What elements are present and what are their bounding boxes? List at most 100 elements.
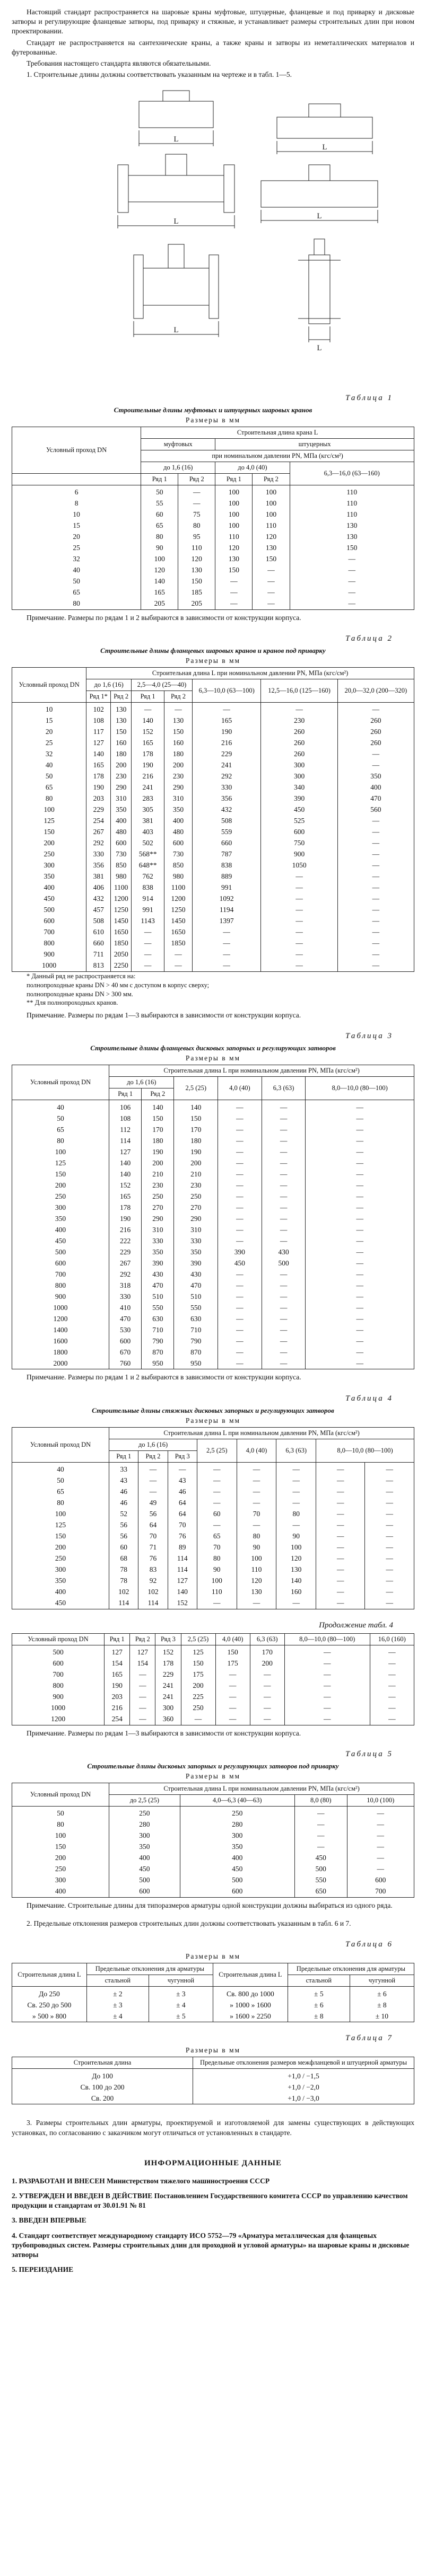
table-cell: —	[294, 1806, 347, 1819]
table-cell: 250	[109, 1806, 180, 1819]
table-cell: —	[364, 1519, 414, 1531]
table-cell: 350	[110, 804, 132, 816]
table-cell: ± 8	[349, 1999, 415, 2011]
table-cell: —	[236, 1475, 277, 1486]
table-cell: 450	[179, 1863, 295, 1875]
header-cell: 8,0—10,0 (80—100)	[284, 1633, 370, 1645]
table-cell: 390	[173, 1258, 219, 1269]
table-cell: 310	[141, 1224, 175, 1236]
table-row: 10 60 75 100 100 110	[11, 509, 414, 520]
table-row: 1000 216—300 250— — — —	[11, 1702, 415, 1714]
table: Условный проход DN Строительная длина L п…	[11, 667, 415, 972]
table-row: 600 154 154 178 150 175 200— —	[11, 1658, 415, 1669]
table-cell: —	[284, 1691, 370, 1703]
header-cell: 6,3 (63)	[249, 1633, 285, 1645]
table-cell: —	[218, 1124, 262, 1136]
table-cell: —	[218, 1113, 262, 1125]
table-cell: 260	[337, 737, 415, 749]
table-title: Строительные длины дисковых запорных и р…	[87, 1761, 339, 1770]
table-cell: —	[218, 1202, 262, 1214]
table-cell: 205	[141, 598, 179, 610]
table-cell: 80	[11, 1819, 110, 1830]
table-cell: —	[294, 1841, 347, 1853]
table-cell: 80	[178, 520, 216, 532]
valve-welded	[260, 164, 378, 223]
table-cell: 350	[11, 871, 87, 882]
header-cell: Условный проход DN	[11, 426, 142, 474]
header-cell: 6,3—16,0 (63—160)	[289, 461, 414, 485]
header-cell: Ряд 1	[131, 690, 165, 703]
table-cell: 1143	[131, 915, 165, 927]
table-row: 500 229 350 350 390 430—	[11, 1246, 414, 1258]
table-cell: 260	[260, 726, 338, 738]
table-cell: 50	[11, 1475, 110, 1486]
table-cell: —	[284, 1658, 370, 1669]
table-cell: —	[196, 1462, 237, 1475]
table-row: Св. 200 +1,0 / −3,0	[11, 2093, 414, 2105]
table-cell: —	[196, 1497, 237, 1509]
figure: L L L L L L	[117, 90, 378, 352]
table-cell: 870	[173, 1347, 219, 1358]
table-cell: —	[276, 1486, 317, 1498]
table-caption: Таблица 4	[345, 1394, 393, 1403]
table-cell: 110	[236, 1564, 277, 1575]
table-cell: 95	[178, 531, 216, 543]
table-cell: —	[316, 1508, 366, 1520]
table-cell: 170	[141, 1124, 175, 1136]
table-cell: 1650	[164, 926, 193, 938]
table-row: 450 114 114 152— — — — —	[11, 1597, 414, 1609]
header-cell	[11, 473, 142, 485]
table-cell: —	[364, 1475, 414, 1486]
table-cell: 140	[276, 1575, 317, 1587]
table-cell: 600	[179, 1885, 295, 1898]
table-cell: ± 4	[86, 2011, 149, 2023]
table-cell: —	[346, 1863, 415, 1875]
table-cell: 1000	[11, 1702, 105, 1714]
table-row: Св. 250 до 500 ± 3 ± 4» 1000 » 1600 ± 6 ± 8	[12, 1999, 415, 2011]
table-cell: ± 3	[148, 1986, 213, 2000]
table-title: Строительные длины муфтовых и штуцерных …	[114, 405, 312, 414]
table-cell: —	[252, 576, 290, 587]
table-cell: 430	[261, 1246, 306, 1258]
table-cell: 40	[11, 564, 142, 576]
table-cell: 600	[11, 1258, 110, 1269]
table-row: 800 660 1850—1850— — —	[11, 937, 415, 949]
table-cell: 400	[110, 815, 132, 827]
table-cell: 457	[86, 904, 111, 916]
table-cell: 80	[11, 598, 142, 610]
table-cell: —	[305, 1191, 414, 1202]
table-row: 40 165 200 190 200 241 300—	[11, 759, 415, 771]
table-cell: 70	[138, 1530, 168, 1542]
table-cell: 203	[86, 793, 111, 804]
table-cell: 100	[276, 1542, 317, 1553]
table-cell: 190	[109, 1213, 142, 1225]
table-cell: 550	[294, 1874, 347, 1886]
table-cell: —	[129, 1713, 156, 1725]
table-row: 8 55—100 100 110	[11, 498, 414, 509]
table-cell: ± 8	[287, 2011, 350, 2023]
table-cell: 78	[109, 1564, 139, 1575]
table-cell: 229	[86, 804, 111, 816]
table-cell: 200	[173, 1157, 219, 1169]
table-cell: 114	[109, 1135, 142, 1147]
table-cell: » 1000 » 1600	[212, 1999, 288, 2011]
table-cell: 150	[11, 1169, 110, 1180]
table-cell: 318	[109, 1280, 142, 1291]
table-cell: 32	[11, 553, 142, 565]
table-cell: 229	[192, 748, 262, 760]
table-cell: 300	[109, 1830, 180, 1842]
table-cell: —	[369, 1680, 415, 1692]
table-cell: 1800	[11, 1347, 110, 1358]
table-cell: 78	[109, 1575, 139, 1587]
table-cell: 200	[11, 1180, 110, 1191]
info-item: 1. РАЗРАБОТАН И ВНЕСЕН Министерством тяж…	[12, 2176, 270, 2185]
paragraph: 2. Предельные отклонения размеров строит…	[27, 1919, 351, 1928]
table-cell: 10	[11, 509, 142, 520]
table-cell: 150	[11, 1841, 110, 1853]
table-cell: 1600	[11, 1335, 110, 1347]
table-row: 1200 254—360— — — — —	[11, 1713, 415, 1725]
table-row: 1000 410 550 550— — —	[11, 1302, 414, 1314]
table-cell: 150	[11, 826, 87, 838]
table-cell: 210	[173, 1169, 219, 1180]
table-row: 800 190—241 200— — — —	[11, 1680, 415, 1692]
